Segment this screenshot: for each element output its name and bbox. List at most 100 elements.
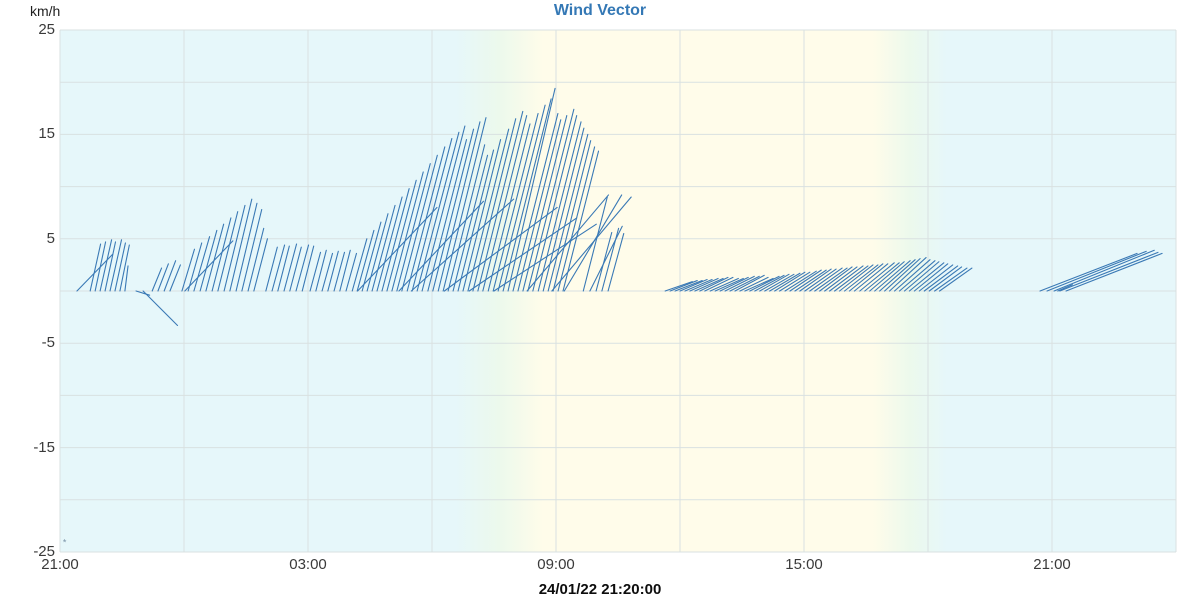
- wind-vector[interactable]: [903, 261, 940, 292]
- wind-vector[interactable]: [848, 263, 884, 292]
- wind-vector[interactable]: [526, 194, 610, 292]
- wind-vector[interactable]: [684, 278, 713, 292]
- wind-vector[interactable]: [321, 252, 334, 292]
- wind-vector[interactable]: [744, 277, 774, 292]
- wind-vector[interactable]: [492, 112, 539, 292]
- wind-vector[interactable]: [819, 266, 853, 292]
- wind-vector[interactable]: [119, 244, 130, 292]
- wind-vector[interactable]: [457, 149, 495, 292]
- wind-vector[interactable]: [386, 179, 417, 292]
- wind-vector[interactable]: [184, 240, 234, 292]
- wind-vector[interactable]: [804, 268, 837, 292]
- wind-vector[interactable]: [774, 271, 806, 292]
- wind-vector[interactable]: [416, 131, 460, 292]
- wind-vector[interactable]: [859, 262, 895, 292]
- wind-vector[interactable]: [601, 227, 620, 292]
- wind-vector[interactable]: [1059, 251, 1159, 292]
- wind-vector[interactable]: [472, 118, 517, 292]
- wind-vector[interactable]: [235, 202, 258, 292]
- wind-vector[interactable]: [277, 245, 290, 292]
- wind-vector[interactable]: [527, 108, 575, 292]
- wind-vector[interactable]: [442, 117, 487, 292]
- wind-vector[interactable]: [799, 268, 832, 292]
- wind-vector[interactable]: [283, 243, 298, 292]
- wind-vector[interactable]: [679, 278, 708, 292]
- wind-vector[interactable]: [157, 263, 169, 292]
- wind-vector[interactable]: [421, 125, 466, 292]
- wind-vector[interactable]: [694, 277, 724, 292]
- wind-vector[interactable]: [512, 112, 559, 292]
- wind-vector[interactable]: [396, 163, 431, 292]
- wind-vector[interactable]: [401, 154, 438, 292]
- wind-vector[interactable]: [794, 269, 827, 292]
- wind-vector[interactable]: [351, 238, 368, 292]
- wind-vector[interactable]: [163, 260, 177, 292]
- wind-vector[interactable]: [99, 239, 113, 292]
- wind-vector[interactable]: [829, 265, 864, 292]
- wind-vector[interactable]: [241, 209, 263, 292]
- wind-vector[interactable]: [699, 276, 729, 292]
- wind-vector[interactable]: [779, 271, 811, 292]
- wind-vector[interactable]: [247, 227, 265, 292]
- wind-vector[interactable]: [447, 144, 486, 292]
- wind-vector[interactable]: [934, 267, 968, 292]
- wind-vector[interactable]: [109, 239, 123, 292]
- wind-vector[interactable]: [482, 115, 528, 292]
- wind-vector[interactable]: [124, 265, 129, 292]
- wind-vector[interactable]: [674, 280, 703, 292]
- wind-vector[interactable]: [789, 269, 822, 292]
- wind-vector[interactable]: [928, 266, 963, 292]
- wind-vector[interactable]: [843, 264, 879, 292]
- wind-vector[interactable]: [551, 196, 632, 292]
- wind-vector[interactable]: [205, 223, 225, 292]
- wind-vector[interactable]: [432, 128, 475, 292]
- wind-vector[interactable]: [217, 211, 239, 292]
- wind-vector[interactable]: [537, 121, 582, 292]
- wind-vector[interactable]: [477, 110, 524, 292]
- wind-vector[interactable]: [169, 264, 181, 292]
- wind-vector[interactable]: [582, 196, 608, 292]
- wind-vector[interactable]: [714, 277, 744, 292]
- wind-vector[interactable]: [552, 140, 592, 292]
- wind-vector[interactable]: [908, 262, 945, 292]
- wind-vector[interactable]: [669, 280, 698, 292]
- wind-vector[interactable]: [497, 104, 546, 292]
- wind-vector[interactable]: [879, 259, 916, 292]
- wind-vector[interactable]: [709, 277, 739, 292]
- wind-vector[interactable]: [1039, 252, 1138, 292]
- wind-vector[interactable]: [562, 150, 600, 292]
- wind-vector[interactable]: [371, 204, 396, 292]
- wind-vector[interactable]: [869, 261, 905, 292]
- wind-vector[interactable]: [193, 236, 211, 292]
- wind-vector[interactable]: [754, 274, 785, 292]
- wind-vector[interactable]: [376, 196, 403, 292]
- wind-vector[interactable]: [309, 251, 322, 292]
- wind-vector[interactable]: [889, 257, 927, 292]
- wind-vector[interactable]: [769, 272, 801, 292]
- wind-vector[interactable]: [704, 276, 734, 292]
- wind-vector[interactable]: [462, 139, 502, 292]
- wind-vector[interactable]: [104, 241, 117, 292]
- wind-vector[interactable]: [809, 267, 843, 292]
- wind-vector[interactable]: [271, 244, 286, 292]
- wind-vector[interactable]: [339, 249, 351, 292]
- wind-vector[interactable]: [719, 276, 749, 292]
- wind-vector[interactable]: [135, 290, 151, 296]
- wind-vector[interactable]: [607, 233, 625, 292]
- wind-vector[interactable]: [265, 246, 278, 292]
- wind-vector[interactable]: [547, 133, 589, 292]
- wind-vector[interactable]: [507, 87, 556, 292]
- wind-vector[interactable]: [664, 281, 693, 292]
- wind-vector[interactable]: [1053, 249, 1155, 292]
- wind-vector[interactable]: [864, 262, 900, 292]
- wind-vector[interactable]: [739, 276, 769, 292]
- wind-vector[interactable]: [289, 246, 302, 292]
- wind-vector[interactable]: [542, 127, 585, 292]
- wind-vector[interactable]: [784, 270, 817, 292]
- wind-vector[interactable]: [253, 238, 268, 292]
- wind-vector[interactable]: [884, 258, 921, 292]
- wind-vector[interactable]: [327, 250, 339, 292]
- wind-vector[interactable]: [94, 241, 107, 292]
- wind-vector[interactable]: [838, 264, 874, 292]
- wind-vector[interactable]: [874, 260, 911, 292]
